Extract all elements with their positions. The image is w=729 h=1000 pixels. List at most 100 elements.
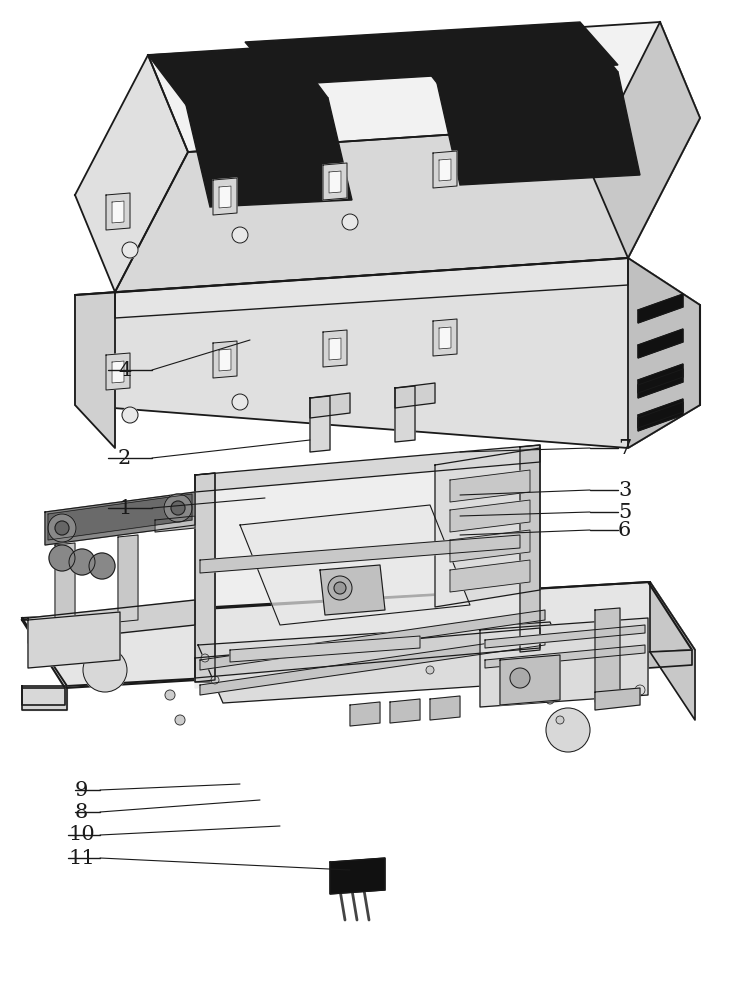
Circle shape xyxy=(334,582,346,594)
Polygon shape xyxy=(115,258,628,318)
Polygon shape xyxy=(22,582,695,686)
Text: 11: 11 xyxy=(68,848,95,867)
Circle shape xyxy=(48,514,76,542)
Polygon shape xyxy=(310,396,330,452)
Circle shape xyxy=(122,407,138,423)
Polygon shape xyxy=(480,618,648,707)
Circle shape xyxy=(556,716,564,724)
Polygon shape xyxy=(22,582,692,688)
Circle shape xyxy=(545,660,555,670)
Circle shape xyxy=(600,640,636,676)
Polygon shape xyxy=(648,650,692,668)
Polygon shape xyxy=(219,349,231,371)
Polygon shape xyxy=(195,473,215,682)
Polygon shape xyxy=(450,530,530,562)
Text: 2: 2 xyxy=(118,448,131,468)
Polygon shape xyxy=(433,319,457,356)
Polygon shape xyxy=(350,702,380,726)
Text: 7: 7 xyxy=(618,438,631,458)
Circle shape xyxy=(510,668,530,688)
Polygon shape xyxy=(638,402,683,431)
Polygon shape xyxy=(638,294,683,323)
Polygon shape xyxy=(329,338,341,360)
Circle shape xyxy=(69,549,95,575)
Polygon shape xyxy=(75,292,115,448)
Polygon shape xyxy=(55,543,75,632)
Polygon shape xyxy=(148,22,700,152)
Circle shape xyxy=(175,715,185,725)
Polygon shape xyxy=(450,500,530,532)
Circle shape xyxy=(546,708,590,752)
Polygon shape xyxy=(395,383,435,408)
Circle shape xyxy=(211,676,219,684)
Circle shape xyxy=(164,494,192,522)
Polygon shape xyxy=(118,535,138,622)
Polygon shape xyxy=(240,505,470,625)
Circle shape xyxy=(122,242,138,258)
Polygon shape xyxy=(390,699,420,723)
Polygon shape xyxy=(329,171,341,193)
Polygon shape xyxy=(195,445,540,688)
Polygon shape xyxy=(439,327,451,349)
Circle shape xyxy=(342,214,358,230)
Polygon shape xyxy=(213,341,237,378)
Polygon shape xyxy=(650,582,695,720)
Polygon shape xyxy=(112,361,124,383)
Polygon shape xyxy=(520,445,540,652)
Polygon shape xyxy=(400,24,618,83)
Polygon shape xyxy=(22,686,67,710)
Polygon shape xyxy=(430,696,460,720)
Text: 6: 6 xyxy=(618,520,631,540)
Polygon shape xyxy=(433,151,457,188)
Polygon shape xyxy=(28,600,195,643)
Polygon shape xyxy=(638,329,683,358)
Polygon shape xyxy=(500,655,560,705)
Polygon shape xyxy=(22,688,65,705)
Polygon shape xyxy=(75,258,700,448)
Polygon shape xyxy=(485,625,645,648)
Polygon shape xyxy=(200,635,545,695)
Circle shape xyxy=(635,685,645,695)
Text: 8: 8 xyxy=(75,802,88,822)
Polygon shape xyxy=(75,55,188,292)
Polygon shape xyxy=(310,393,350,418)
Text: 10: 10 xyxy=(68,826,95,844)
Polygon shape xyxy=(437,72,640,185)
Circle shape xyxy=(201,654,209,662)
Polygon shape xyxy=(230,636,420,662)
Circle shape xyxy=(89,553,115,579)
Text: 9: 9 xyxy=(75,780,88,800)
Polygon shape xyxy=(323,330,347,367)
Polygon shape xyxy=(638,364,683,393)
Polygon shape xyxy=(323,163,347,200)
Polygon shape xyxy=(219,186,231,208)
Circle shape xyxy=(55,521,69,535)
Polygon shape xyxy=(195,628,540,678)
Circle shape xyxy=(171,501,185,515)
Circle shape xyxy=(546,696,554,704)
Polygon shape xyxy=(450,470,530,502)
Polygon shape xyxy=(213,178,237,215)
Circle shape xyxy=(83,648,127,692)
Polygon shape xyxy=(595,608,620,702)
Polygon shape xyxy=(28,612,120,668)
Circle shape xyxy=(328,576,352,600)
Polygon shape xyxy=(245,22,618,85)
Polygon shape xyxy=(200,535,520,573)
Polygon shape xyxy=(195,445,540,492)
Text: 3: 3 xyxy=(618,481,631,499)
Circle shape xyxy=(165,690,175,700)
Polygon shape xyxy=(200,610,545,670)
Polygon shape xyxy=(395,386,415,442)
Polygon shape xyxy=(595,688,640,710)
Polygon shape xyxy=(198,622,575,703)
Text: 1: 1 xyxy=(118,498,131,518)
Polygon shape xyxy=(148,47,328,105)
Polygon shape xyxy=(450,560,530,592)
Polygon shape xyxy=(106,353,130,390)
Polygon shape xyxy=(485,645,645,668)
Polygon shape xyxy=(638,399,683,428)
Polygon shape xyxy=(45,492,195,545)
Polygon shape xyxy=(439,159,451,181)
Polygon shape xyxy=(435,448,540,607)
